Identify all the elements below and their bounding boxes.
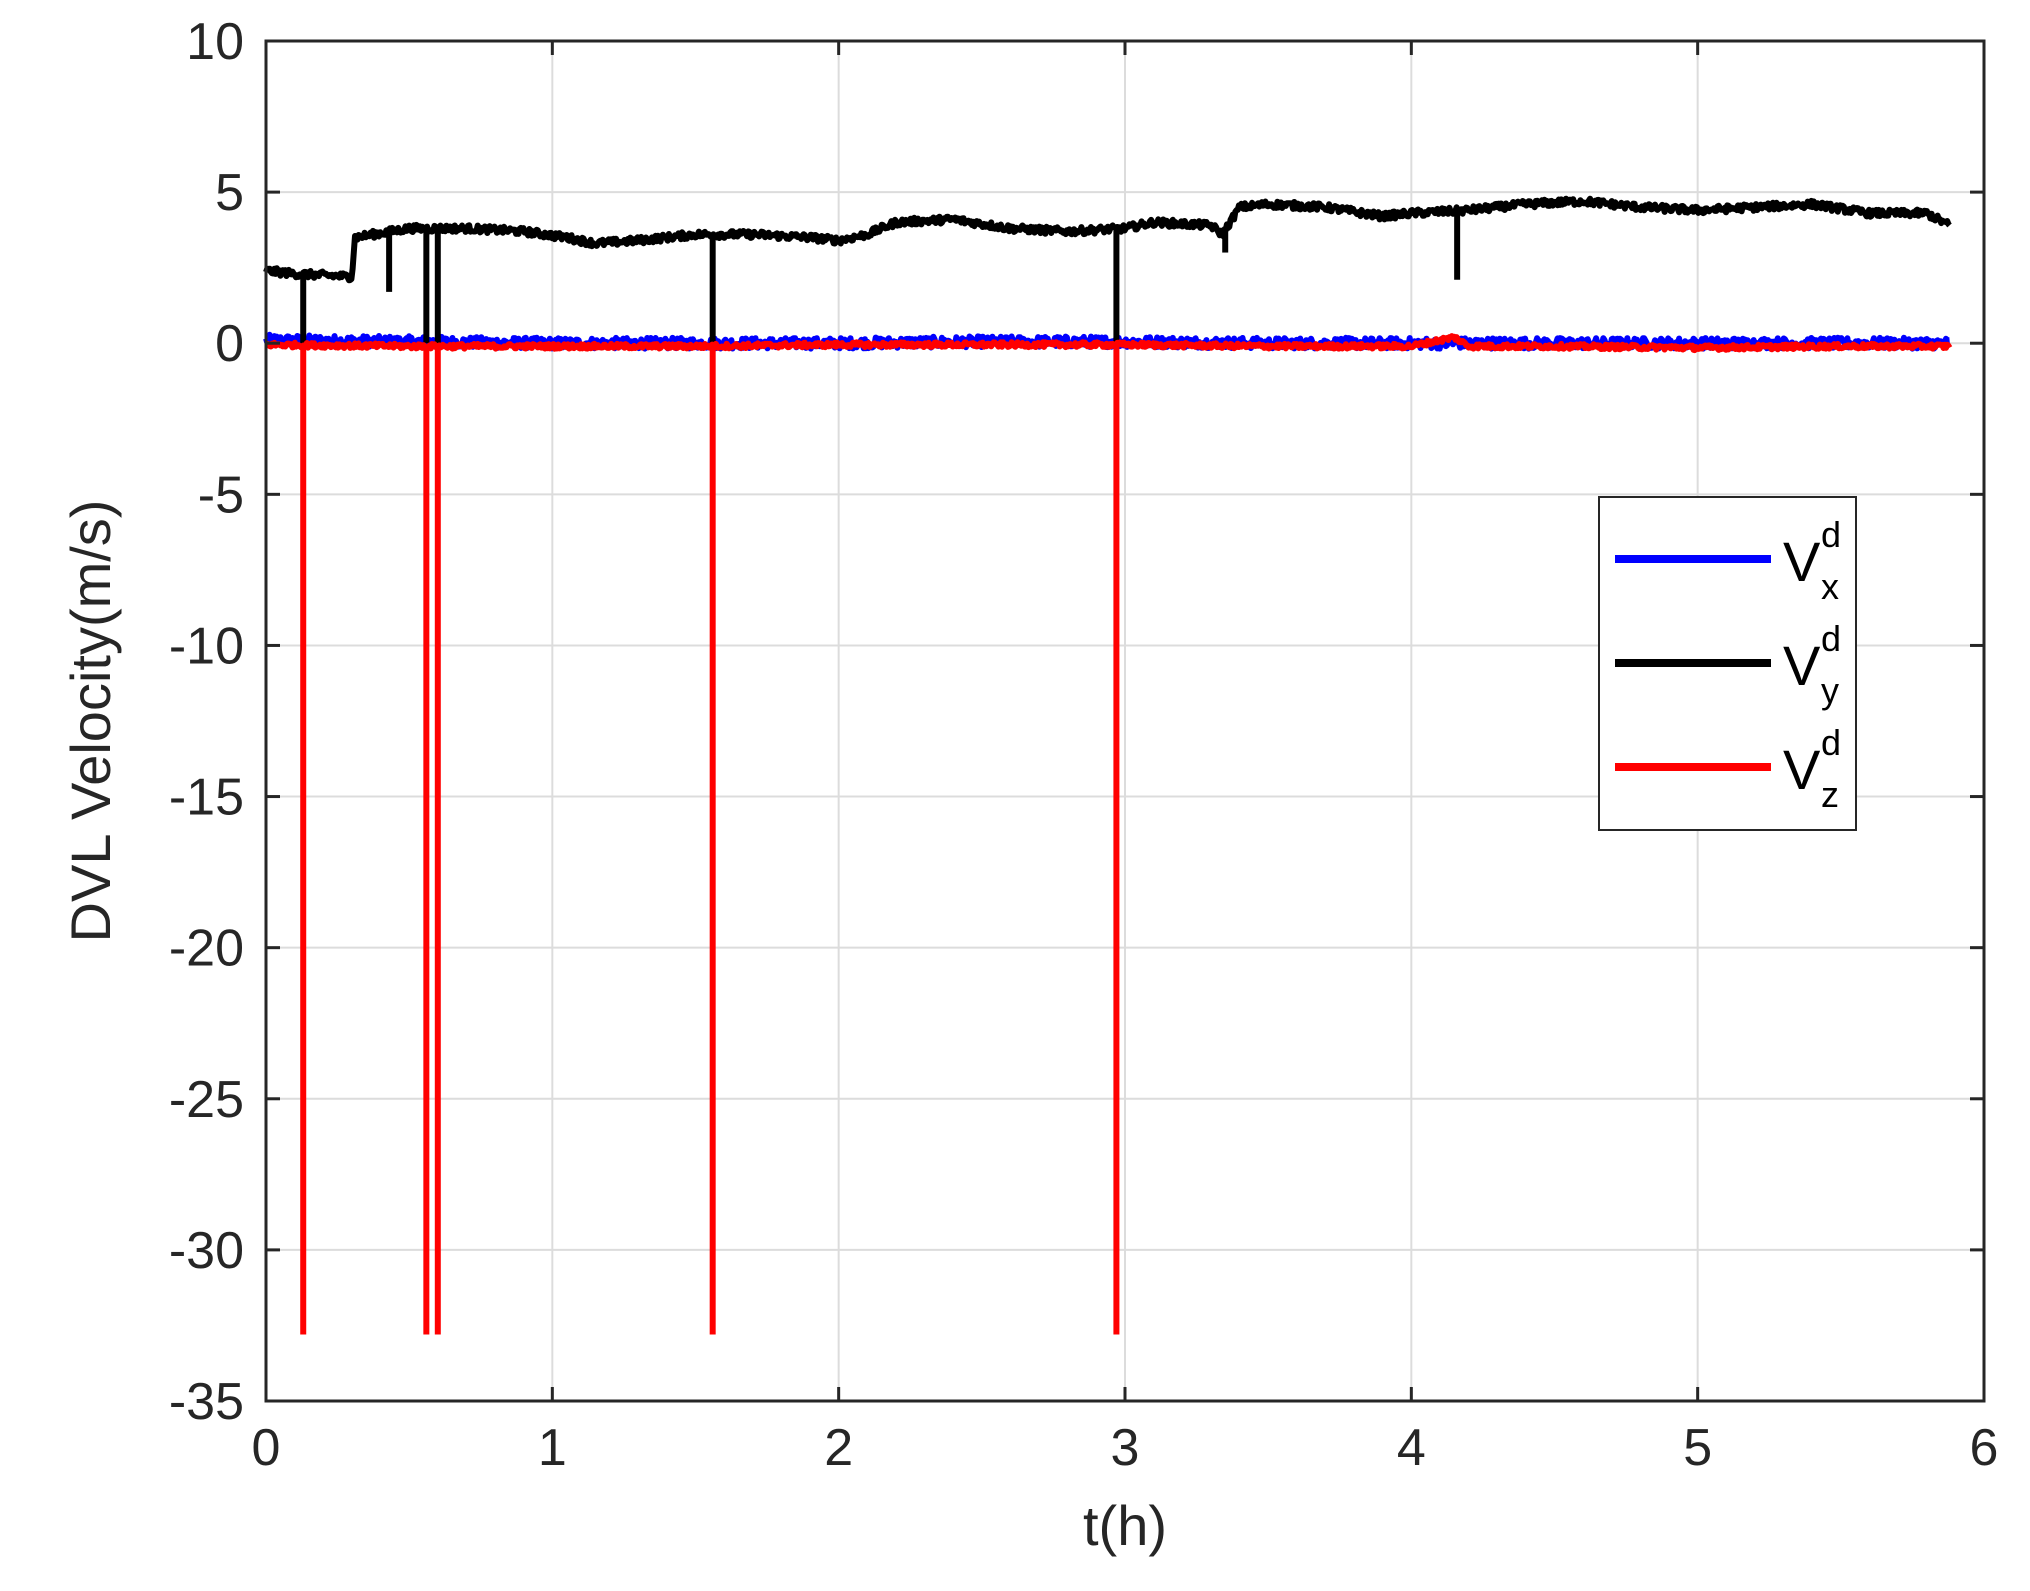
y-tick-label: 10 [186,13,244,71]
series-line-z [264,333,1953,354]
series-line-y [263,195,1952,284]
tick-labels: 0 1 2 3 4 5 6 10 5 0 -5 -10 -15 -20 -25 -30 -35 [169,13,1999,1477]
x-tick-label: 0 [252,1419,281,1477]
legend-label-base: V [1783,738,1821,801]
x-tick-label: 5 [1683,1419,1712,1477]
legend-label-sub: z [1821,774,1839,815]
legend-label-sup: d [1821,618,1841,659]
y-tick-label: 0 [215,315,244,373]
y-axis-label: DVL Velocity(m/s) [59,500,122,943]
y-tick-label: -25 [169,1071,244,1129]
y-tick-label: -5 [198,466,244,524]
x-tick-label: 2 [824,1419,853,1477]
y-tick-label: -35 [169,1373,244,1431]
legend-label-sup: d [1821,514,1841,555]
y-tick-label: -15 [169,769,244,827]
x-tick-label: 1 [538,1419,567,1477]
x-tick-label: 4 [1397,1419,1426,1477]
legend-label-base: V [1783,530,1821,593]
legend-label-sub: y [1821,670,1839,711]
x-axis-label: t(h) [1083,1494,1167,1557]
plot-area [263,195,1953,1335]
y-tick-label: 5 [215,164,244,222]
axis-ticks [264,39,1986,1403]
x-tick-label: 6 [1970,1419,1999,1477]
y-tick-label: -10 [169,617,244,675]
x-tick-label: 3 [1111,1419,1140,1477]
y-tick-label: -30 [169,1222,244,1280]
y-tick-label: -20 [169,920,244,978]
legend-label-sup: d [1821,722,1841,763]
legend-label-sub: x [1821,566,1839,607]
legend-label-base: V [1783,634,1821,697]
